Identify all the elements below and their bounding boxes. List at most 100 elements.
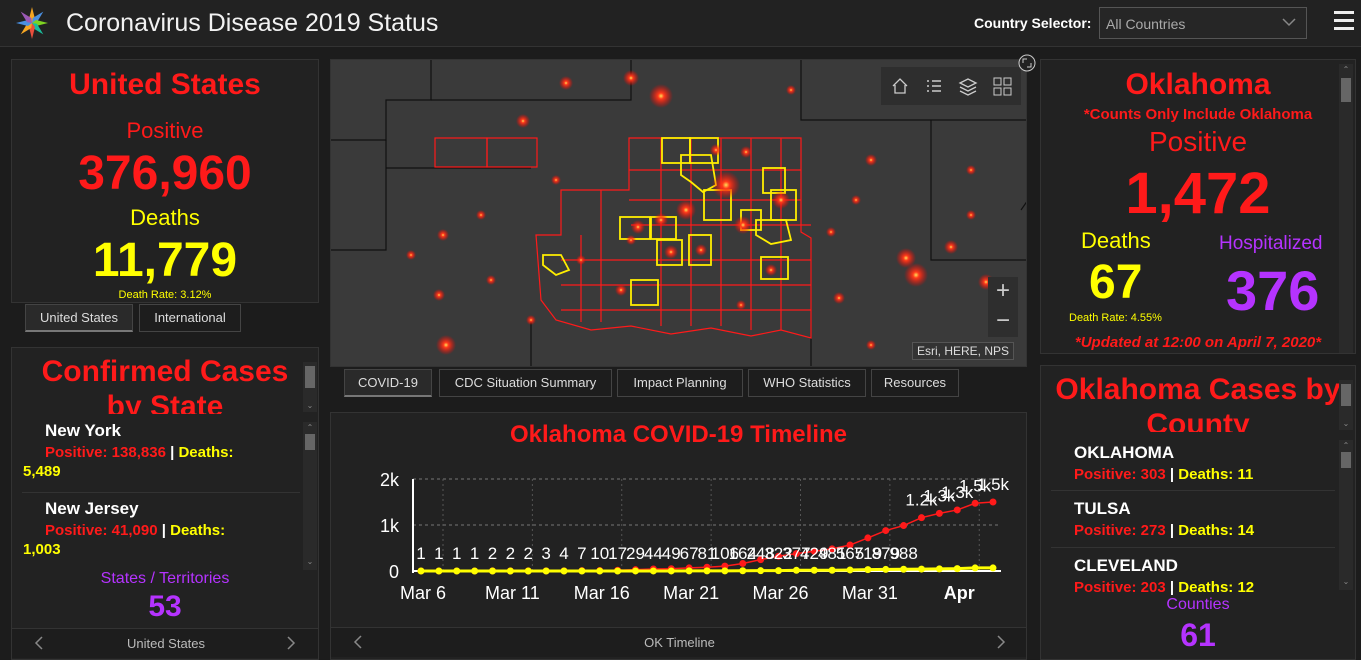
data-point xyxy=(506,567,514,575)
data-label: 44 xyxy=(644,544,663,563)
county-deaths: Deaths: 14 xyxy=(1178,522,1255,539)
data-point xyxy=(810,547,818,555)
data-point xyxy=(882,527,890,535)
ok-positive-label: Positive xyxy=(1148,126,1248,157)
basemap-gallery-icon[interactable] xyxy=(985,69,1019,103)
states-list-scrollbar[interactable]: ⌃ ⌄ xyxy=(303,422,317,570)
data-label: 1 xyxy=(416,544,425,563)
data-label: 565 xyxy=(836,544,864,563)
data-point xyxy=(524,567,532,575)
tab-united-states[interactable]: United States xyxy=(25,304,133,332)
data-label: 7 xyxy=(577,544,586,563)
counties-count-label: Counties xyxy=(1166,596,1230,613)
states-title-scrollbar[interactable]: ⌄ xyxy=(303,362,317,412)
tab-who-statistics[interactable]: WHO Statistics xyxy=(748,369,866,397)
ok-updated: *Updated at 12:00 on April 7, 2020* xyxy=(1074,334,1322,351)
county-name: TULSA xyxy=(1074,499,1131,518)
list-item[interactable]: TULSA Positive: 273 | Deaths: 14 xyxy=(1041,499,1341,539)
chevron-left-icon[interactable] xyxy=(352,634,364,650)
counties-title-line2: County xyxy=(1146,408,1250,432)
tab-covid-19[interactable]: COVID-19 xyxy=(344,369,432,397)
expand-icon[interactable] xyxy=(1017,53,1037,73)
y-tick-label: 1k xyxy=(380,516,400,536)
data-point xyxy=(739,559,747,567)
ok-positive-value: 1,472 xyxy=(1125,161,1271,226)
hamburger-menu-icon[interactable] xyxy=(1334,11,1354,33)
data-point xyxy=(810,566,818,574)
x-tick-label: Mar 11 xyxy=(485,583,540,603)
map-attribution: Esri, HERE, NPS xyxy=(911,342,1014,360)
data-label: 106 xyxy=(711,544,739,563)
data-point xyxy=(864,534,872,542)
data-point xyxy=(632,567,639,575)
data-point xyxy=(489,567,496,575)
county-positive: Positive: 303 xyxy=(1074,466,1166,483)
x-tick-label: Mar 26 xyxy=(752,583,808,603)
data-point xyxy=(828,566,836,574)
data-point xyxy=(989,498,997,506)
x-tick-label: Apr xyxy=(944,583,975,603)
data-point xyxy=(864,566,872,574)
country-selector-label: Country Selector: xyxy=(974,15,1092,31)
x-tick-label: Mar 6 xyxy=(400,583,446,603)
map-canvas[interactable] xyxy=(331,60,1027,367)
x-tick-label: Mar 31 xyxy=(842,583,898,603)
data-point xyxy=(721,567,729,575)
timeline-title: Oklahoma COVID-19 Timeline xyxy=(510,421,847,448)
country-selector[interactable]: All Countries xyxy=(1099,7,1307,39)
data-point xyxy=(792,550,800,558)
timeline-navbar: OK Timeline xyxy=(331,627,1026,657)
separator: | xyxy=(1169,579,1175,596)
ok-death-rate: Death Rate: 4.55% xyxy=(1069,312,1162,324)
chevron-right-icon[interactable] xyxy=(285,635,297,651)
zoom-out-button[interactable]: − xyxy=(988,307,1018,337)
ok-summary-scrollbar[interactable]: ⌃ xyxy=(1339,64,1353,353)
chevron-left-icon[interactable] xyxy=(33,635,45,651)
tab-international[interactable]: International xyxy=(139,304,241,332)
data-label: 164 xyxy=(729,544,757,563)
list-item[interactable]: New Jersey Positive: 41,090 | Deaths: 1,… xyxy=(12,499,312,558)
timeline-nav-label: OK Timeline xyxy=(644,635,715,650)
data-label: 1.3k xyxy=(923,486,956,505)
map-toolbar xyxy=(881,67,1021,105)
oklahoma-summary-panel: Oklahoma *Counts Only Include Oklahoma P… xyxy=(1040,59,1356,354)
data-point xyxy=(792,566,800,574)
list-item[interactable]: OKLAHOMA Positive: 303 | Deaths: 11 xyxy=(1041,443,1341,483)
us-deaths-value: 11,779 xyxy=(92,234,238,287)
list-item[interactable]: New York Positive: 138,836 | Deaths: 5,4… xyxy=(12,421,312,480)
legend-list-icon[interactable] xyxy=(917,69,951,103)
ok-hospitalized-label: Hospitalized xyxy=(1219,233,1323,254)
separator: | xyxy=(170,444,175,461)
timeline-chart[interactable]: 0 1k 2k Mar 6 Mar 11 Mar 16 Mar 21 Mar 26 Mar 31… xyxy=(331,461,1027,641)
tab-cdc-situation-summary[interactable]: CDC Situation Summary xyxy=(439,369,612,397)
counties-list-scrollbar[interactable]: ⌃ ⌄ xyxy=(1339,440,1353,590)
states-title-line2: by State xyxy=(106,390,224,414)
data-point xyxy=(828,545,836,553)
tab-impact-planning[interactable]: Impact Planning xyxy=(617,369,743,397)
county-positive: Positive: 203 xyxy=(1074,579,1166,596)
ok-deaths-label: Deaths xyxy=(1081,228,1151,253)
data-label: 67 xyxy=(680,544,699,563)
data-label: 81 xyxy=(698,544,717,563)
data-label: 1.5k xyxy=(959,476,992,495)
counties-title-line1: Oklahoma Cases by xyxy=(1055,373,1341,406)
data-point xyxy=(846,566,854,574)
ok-note: *Counts Only Include Oklahoma xyxy=(1083,106,1313,123)
data-point xyxy=(471,567,479,575)
x-tick-label: Mar 21 xyxy=(663,583,719,603)
tab-resources[interactable]: Resources xyxy=(871,369,959,397)
layers-icon[interactable] xyxy=(951,69,985,103)
zoom-in-button[interactable]: + xyxy=(988,277,1018,307)
map-panel[interactable]: + − Esri, HERE, NPS xyxy=(330,59,1027,367)
data-point xyxy=(775,567,782,575)
app-title: Coronavirus Disease 2019 Status xyxy=(66,9,439,37)
states-title: Confirmed Cases by State xyxy=(12,354,318,414)
chevron-right-icon[interactable] xyxy=(995,634,1007,650)
counties-title-scrollbar[interactable]: ⌄ xyxy=(1339,380,1353,430)
list-item[interactable]: CLEVELAND Positive: 203 | Deaths: 12 xyxy=(1041,556,1341,596)
ok-hospitalized-value: 376 xyxy=(1226,259,1320,322)
data-point xyxy=(775,552,782,560)
home-icon[interactable] xyxy=(883,69,917,103)
data-point xyxy=(614,567,622,575)
app-logo-icon xyxy=(16,7,48,39)
